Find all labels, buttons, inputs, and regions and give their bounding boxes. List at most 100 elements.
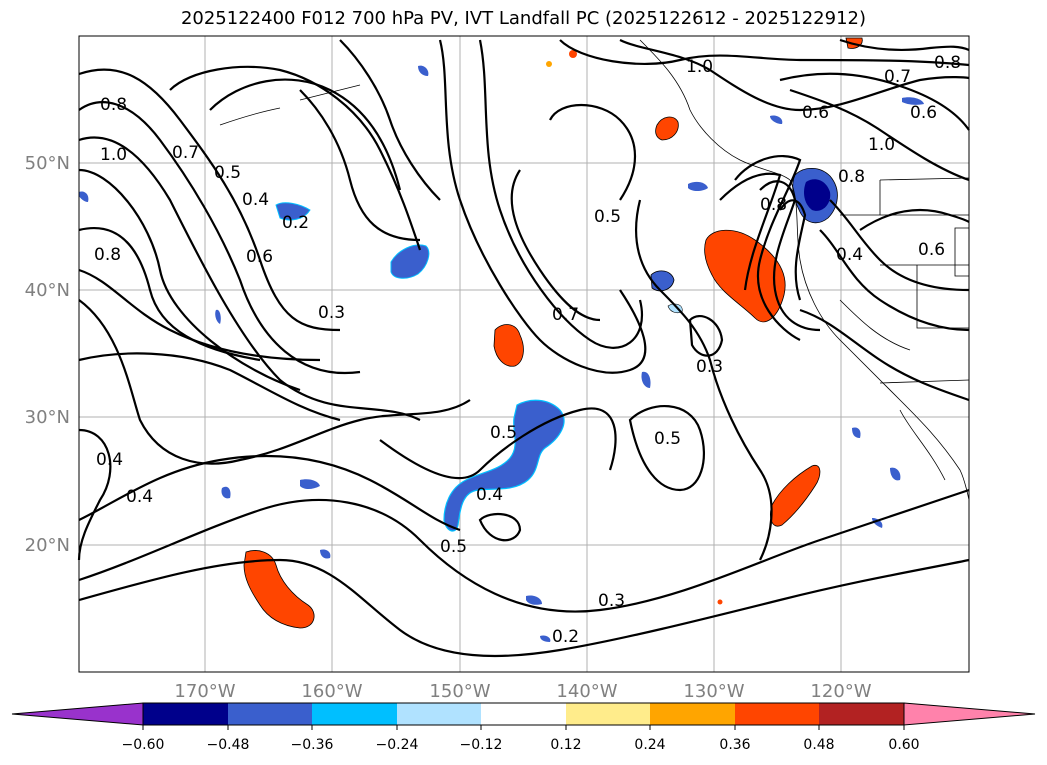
contour-label: 0.4 [126, 487, 153, 507]
pv-contour-line [78, 352, 341, 422]
contour-label: 0.8 [934, 53, 961, 73]
pv-contour-line [78, 299, 471, 465]
negative-anomaly [688, 181, 708, 191]
pv-contour-line [549, 103, 637, 201]
border-line [879, 379, 970, 384]
pv-contour-line [339, 39, 441, 201]
lon-label: 120°W [810, 681, 871, 702]
negative-anomaly [804, 179, 831, 211]
contour-label: 0.8 [100, 95, 127, 115]
colorbar-tick-label: 0.60 [888, 737, 919, 753]
contour-label: 0.5 [594, 207, 621, 227]
colorbar-tick-label: −0.48 [207, 737, 250, 753]
negative-anomaly [390, 244, 430, 279]
contour-label: 0.2 [282, 213, 309, 233]
colorbar-segment [735, 703, 819, 725]
positive-anomaly [770, 464, 821, 527]
contour-label: 0.7 [884, 67, 911, 87]
colorbar-segment [397, 703, 481, 725]
contour-label: 0.5 [654, 429, 681, 449]
pv-contour-line [78, 227, 261, 362]
contour-label: 0.6 [246, 247, 273, 267]
colorbar-tick-label: −0.36 [291, 737, 334, 753]
pv-contour-line [628, 405, 705, 492]
pv-contour-line [478, 39, 643, 349]
coastline [639, 39, 970, 501]
pv-contour-line [78, 455, 461, 532]
colorbar-tick-label: −0.12 [460, 737, 503, 753]
pv-contour-line [299, 89, 421, 242]
pv-contour-line [839, 38, 970, 52]
positive-anomaly [569, 50, 577, 58]
contour-label: 0.8 [838, 167, 865, 187]
lon-label: 170°W [174, 681, 235, 702]
negative-anomaly [770, 115, 783, 124]
pv-contour-line [209, 78, 402, 191]
pv-contour-line [78, 101, 361, 375]
pv-contour-line [819, 229, 970, 332]
colorbar-tick-label: 0.12 [550, 737, 581, 753]
contour-labels: 1.0 0.7 0.8 0.6 0.6 1.0 0.8 0.8 1.0 0.7 … [94, 53, 961, 647]
negative-anomaly [540, 635, 551, 642]
pv-contour-line [559, 39, 970, 67]
contour-label: 0.3 [696, 357, 723, 377]
colorbar-segment [819, 703, 904, 725]
pv-contour-line [779, 199, 807, 301]
pv-contour-line [78, 136, 421, 421]
border-line [879, 177, 970, 181]
lat-label: 50°N [25, 153, 70, 174]
colorbar-segment [228, 703, 312, 725]
colorbar-segment [481, 703, 566, 725]
contour-label: 1.0 [100, 145, 127, 165]
contour-label: 0.2 [552, 627, 579, 647]
lon-label: 150°W [429, 681, 490, 702]
ivt-anomaly-fills [79, 37, 924, 642]
colorbar-segment [650, 703, 735, 725]
contour-label: 0.7 [552, 305, 579, 325]
map-frame [78, 35, 970, 673]
contour-label: 0.5 [490, 423, 517, 443]
contour-label: 1.0 [686, 57, 713, 77]
negative-anomaly [320, 549, 331, 559]
colorbar-tick-label: 0.36 [719, 737, 750, 753]
border-line [916, 265, 969, 329]
pv-contour-line [634, 199, 773, 561]
contour-label: 0.8 [760, 195, 787, 215]
pv-contour-line [78, 488, 970, 613]
map-title: 2025122400 F012 700 hPa PV, IVT Landfall… [180, 8, 867, 29]
contour-label: 0.4 [242, 190, 269, 210]
contour-label: 0.3 [318, 303, 345, 323]
colorbar-segment [143, 703, 228, 725]
negative-anomaly [418, 65, 429, 76]
colorbar-extend-right [903, 702, 1036, 726]
pv-contour-line [169, 65, 422, 251]
coastline [899, 409, 946, 481]
pv-contour-line [789, 88, 970, 182]
colorbar-segment [566, 703, 650, 725]
positive-anomaly [243, 550, 315, 629]
contour-label: 0.3 [598, 591, 625, 611]
negative-anomaly [526, 595, 542, 605]
negative-anomaly [443, 399, 565, 532]
contour-label: 0.6 [910, 103, 937, 123]
pv-contour-line [478, 512, 522, 542]
positive-anomaly [493, 324, 524, 367]
negative-anomaly [890, 467, 901, 481]
pv-contours [77, 38, 970, 658]
pv-contour-line [619, 39, 970, 112]
pv-contour-line [379, 407, 617, 480]
lat-label: 40°N [25, 280, 70, 301]
pv-contour-line [78, 168, 301, 392]
pv-contour-line [78, 268, 321, 362]
lat-label: 30°N [25, 407, 70, 428]
negative-anomaly [215, 309, 221, 324]
coastlines [219, 39, 970, 501]
negative-anomaly [902, 97, 924, 105]
pv-contour-line [438, 39, 647, 374]
positive-anomaly [546, 61, 552, 67]
negative-anomaly [872, 518, 883, 528]
colorbar-tick-label: 0.24 [634, 737, 665, 753]
coastline [299, 84, 361, 101]
lon-label: 160°W [301, 681, 362, 702]
